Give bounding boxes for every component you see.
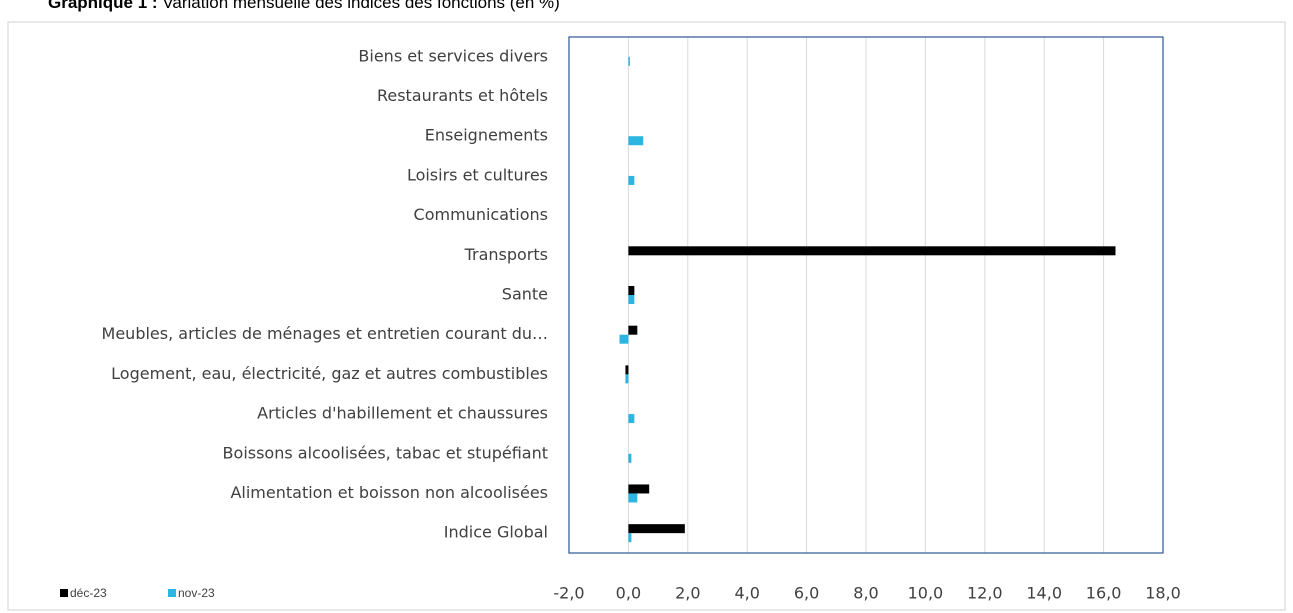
y-tick-label: Loisirs et cultures — [407, 165, 548, 184]
y-tick-label: Indice Global — [444, 523, 548, 542]
title-bold: Graphique 1 : — [48, 0, 158, 12]
y-tick-label: Meubles, articles de ménages et entretie… — [102, 324, 548, 343]
bar — [628, 524, 685, 534]
x-tick-label: 2,0 — [675, 584, 700, 603]
bar — [628, 295, 635, 304]
title-text: Variation mensuelle des indices des fonc… — [162, 0, 560, 12]
x-tick-label: 10,0 — [908, 584, 944, 603]
bar — [628, 136, 644, 146]
y-tick-label: Articles d'habillement et chaussures — [257, 404, 548, 423]
plot-border — [568, 36, 1164, 554]
bar — [628, 484, 650, 494]
legend-swatch — [168, 589, 176, 597]
bar — [628, 414, 635, 424]
x-tick-label: 8,0 — [853, 584, 878, 603]
bar — [628, 175, 635, 185]
legend-label: déc-23 — [70, 586, 107, 600]
x-tick-label: 12,0 — [967, 584, 1003, 603]
bar — [625, 374, 629, 384]
x-tick-label: -2,0 — [553, 584, 584, 603]
chart-title: Graphique 1 : Variation mensuelle des in… — [48, 0, 560, 12]
bar — [628, 286, 635, 295]
x-tick-label: 18,0 — [1145, 584, 1181, 603]
bar — [625, 365, 629, 375]
y-tick-label: Boissons alcoolisées, tabac et stupéfian… — [223, 443, 548, 462]
y-tick-label: Restaurants et hôtels — [377, 86, 548, 105]
bar — [628, 493, 638, 503]
chart-frame — [7, 21, 1286, 611]
bar — [628, 533, 632, 543]
y-tick-label: Biens et services divers — [358, 46, 548, 65]
x-tick-label: 16,0 — [1086, 584, 1122, 603]
y-tick-label: Communications — [414, 205, 548, 224]
bar — [628, 453, 632, 463]
x-tick-label: 4,0 — [734, 584, 759, 603]
legend-swatch — [60, 589, 68, 597]
y-tick-label: Enseignements — [425, 126, 548, 145]
y-tick-label: Logement, eau, électricité, gaz et autre… — [111, 364, 548, 383]
legend-label: nov-23 — [178, 586, 215, 600]
bar — [628, 325, 638, 335]
bar — [628, 56, 630, 66]
x-tick-label: 0,0 — [616, 584, 641, 603]
y-tick-label: Transports — [464, 245, 548, 264]
bar — [619, 334, 629, 344]
y-tick-label: Alimentation et boisson non alcoolisées — [230, 483, 548, 502]
x-tick-label: 6,0 — [794, 584, 819, 603]
y-tick-label: Sante — [502, 285, 548, 304]
bar — [628, 246, 1116, 256]
x-tick-label: 14,0 — [1026, 584, 1062, 603]
